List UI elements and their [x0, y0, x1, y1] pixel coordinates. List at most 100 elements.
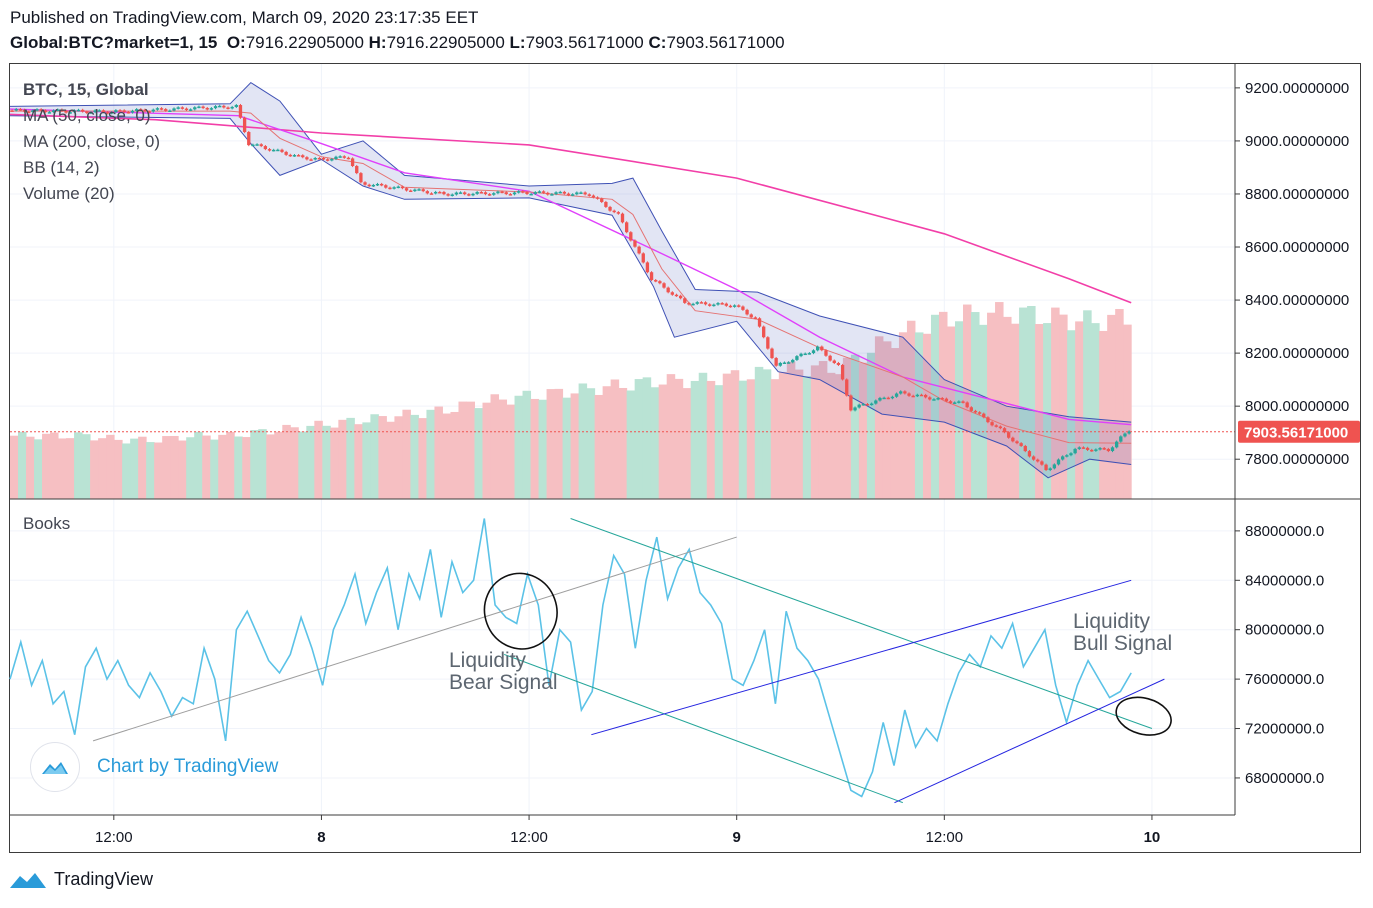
candle-body — [1094, 449, 1098, 451]
ma50-line — [9, 108, 1132, 426]
candle-body — [197, 106, 201, 109]
candle-body — [176, 107, 180, 109]
candle-body — [1061, 456, 1065, 460]
tradingview-badge[interactable]: Chart by TradingView — [30, 742, 278, 792]
volume-bar — [570, 393, 580, 499]
candle-body — [213, 106, 218, 109]
volume-bar — [1043, 323, 1052, 499]
volume-bar — [178, 440, 187, 499]
candle-body — [346, 157, 351, 160]
tradingview-logo-icon — [10, 873, 46, 888]
candle-body — [882, 397, 886, 400]
candle-body — [64, 110, 68, 113]
candle-body — [442, 191, 446, 195]
books-tick-label: 84000000.0 — [1245, 572, 1324, 589]
volume-bar — [738, 380, 748, 499]
candle-body — [479, 192, 483, 194]
candle-body — [367, 184, 371, 187]
candle-body — [587, 194, 591, 196]
volume-bar — [370, 414, 379, 499]
candle-body — [595, 197, 600, 199]
candle-body — [89, 112, 93, 114]
ohlc-header: Global:BTC?market=1, 15 O:7916.22905000 … — [10, 33, 785, 53]
candle-body — [836, 362, 841, 365]
candle-body — [1052, 464, 1057, 469]
candle-body — [147, 111, 151, 113]
volume-bar — [18, 431, 27, 499]
candle-body — [1110, 447, 1115, 452]
candle-body — [1081, 447, 1086, 449]
candle-body — [500, 191, 504, 194]
candle-body — [1077, 447, 1081, 449]
volume-bar — [1107, 314, 1116, 499]
candle-body — [982, 413, 986, 418]
volume-bar — [586, 388, 596, 499]
candle-body — [969, 407, 973, 411]
candle-body — [375, 183, 380, 186]
books-series — [9, 518, 1132, 798]
books-tick-label: 76000000.0 — [1245, 671, 1324, 688]
volume-bar — [1091, 323, 1100, 499]
candle-body — [600, 198, 604, 202]
candle-body — [222, 105, 226, 108]
candle-body — [691, 303, 695, 306]
candle-body — [986, 417, 990, 423]
candle-body — [272, 149, 276, 152]
candle-body — [811, 350, 816, 354]
candle-body — [284, 151, 288, 155]
footer-brand[interactable]: TradingView — [8, 868, 153, 890]
candle-body — [409, 190, 413, 193]
volume-bar — [426, 409, 435, 499]
bb-basis-line — [10, 110, 1132, 444]
bear-signal-annotation: Liquidity Bear Signal — [449, 650, 558, 694]
candle-body — [1090, 449, 1094, 452]
candle-body — [998, 426, 1003, 429]
candle-body — [957, 401, 961, 403]
candle-body — [720, 303, 724, 305]
volume-bar — [546, 389, 556, 499]
volume-bar — [922, 333, 932, 499]
hand-drawn-circle — [483, 572, 558, 650]
candle-body — [43, 110, 47, 113]
candle-body — [890, 396, 895, 399]
candle-body — [977, 412, 982, 414]
candle-body — [915, 394, 919, 397]
candle-body — [433, 191, 438, 194]
low-value: 7903.56171000 — [525, 33, 644, 52]
chart-frame[interactable] — [9, 63, 1361, 853]
volume-bar — [858, 362, 868, 499]
candle-body — [816, 346, 820, 351]
candle-body — [259, 144, 263, 147]
close-label: C: — [648, 33, 667, 52]
candle-body — [683, 298, 687, 303]
candle-body — [184, 108, 189, 111]
volume-bar — [458, 401, 467, 499]
candle-body — [840, 364, 845, 380]
candle-body — [317, 157, 322, 160]
candle-body — [1069, 453, 1073, 456]
volume-bar — [394, 416, 403, 499]
candle-body — [413, 189, 417, 192]
volume-bar — [210, 439, 219, 499]
candle-body — [68, 112, 72, 114]
volume-bar — [186, 437, 195, 499]
volume-bar — [346, 417, 355, 499]
candle-body — [1002, 428, 1007, 433]
candle-body — [853, 407, 857, 411]
volume-bar — [938, 311, 948, 499]
candle-body — [903, 391, 907, 394]
volume-bar — [506, 404, 516, 499]
volume-bar — [522, 390, 532, 499]
volume-bar — [979, 324, 988, 499]
hand-drawn-circle — [1115, 696, 1172, 736]
last-price-tag-label: 7903.56171000 — [1244, 425, 1348, 442]
candle-body — [1123, 433, 1127, 437]
volume-bar — [642, 377, 652, 499]
candle-body — [267, 149, 272, 151]
candle-body — [180, 107, 184, 109]
candle-body — [865, 404, 870, 406]
candle-body — [629, 232, 633, 241]
candle-body — [309, 159, 313, 161]
candle-body — [56, 109, 60, 111]
